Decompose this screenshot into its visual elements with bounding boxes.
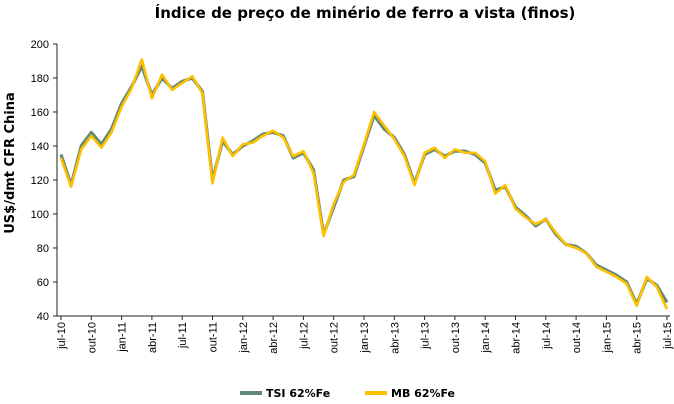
y-tick-label: 120 xyxy=(31,175,49,187)
x-tick-label: jul-13 xyxy=(420,322,432,350)
y-tick-label: 60 xyxy=(37,277,49,289)
series-line-tsi xyxy=(59,64,669,306)
x-tick-label: jan-14 xyxy=(480,322,492,354)
legend-label-mb: MB 62%Fe xyxy=(391,387,455,400)
y-tick-label: 100 xyxy=(31,209,49,221)
y-axis-ticks: 40 60 80 100 120 140 160 180 200 xyxy=(31,39,57,323)
x-tick-label: jul-10 xyxy=(56,322,68,350)
y-tick-label: 160 xyxy=(31,107,49,119)
y-tick-label: 140 xyxy=(31,141,49,153)
y-axis-label: US$/dmt CFR China xyxy=(3,92,18,234)
x-tick-label: jan-15 xyxy=(601,322,613,354)
x-tick-label: jul-14 xyxy=(541,322,553,350)
y-tick-label: 200 xyxy=(31,39,49,51)
y-tick-label: 40 xyxy=(37,311,49,323)
x-tick-label: jan-12 xyxy=(238,322,250,354)
x-tick-label: jul-12 xyxy=(298,322,310,350)
x-tick-label: abr-13 xyxy=(389,322,401,354)
x-tick-label: jul-15 xyxy=(662,322,674,350)
x-tick-label: jan-13 xyxy=(359,322,371,354)
x-tick-label: out-11 xyxy=(208,322,220,352)
x-tick-label: abr-14 xyxy=(511,322,523,354)
x-tick-label: out-10 xyxy=(86,322,98,353)
x-tick-label: abr-12 xyxy=(268,322,280,354)
y-tick-label: 180 xyxy=(31,73,49,85)
y-tick-label: 80 xyxy=(37,243,49,255)
x-tick-label: jul-11 xyxy=(177,322,189,349)
x-axis-ticks: jul-10 out-10 jan-11 abr-11 jul-11 out-11 jan-… xyxy=(56,316,674,354)
x-tick-label: out-14 xyxy=(571,322,583,353)
x-tick-label: out-12 xyxy=(329,322,341,353)
legend-label-tsi: TSI 62%Fe xyxy=(266,387,330,400)
x-tick-label: jan-11 xyxy=(117,322,129,353)
x-tick-label: out-13 xyxy=(450,322,462,353)
x-tick-label: abr-11 xyxy=(147,322,159,353)
series-line-mb xyxy=(59,57,669,310)
series-lines xyxy=(59,57,669,310)
x-tick-label: abr-15 xyxy=(632,322,644,354)
legend: TSI 62%Fe MB 62%Fe xyxy=(240,387,455,400)
chart-title: Índice de preço de minério de ferro a vi… xyxy=(155,3,576,22)
